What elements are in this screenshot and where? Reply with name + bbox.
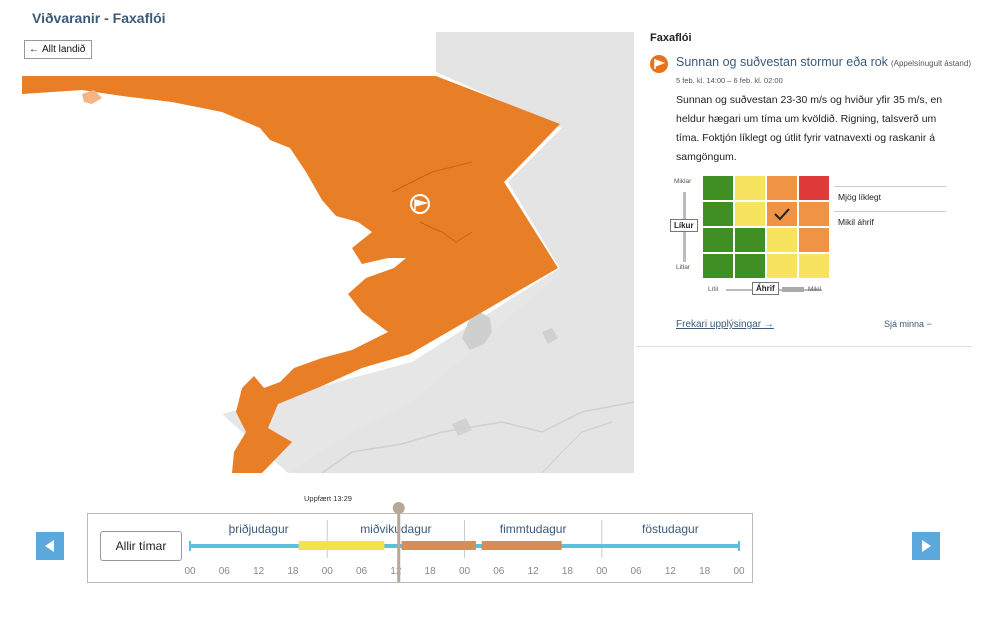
likelihood-label: Líkur	[670, 219, 698, 232]
likelihood-high-label: Miklar	[674, 178, 692, 185]
lake-3	[452, 418, 472, 436]
lake	[462, 312, 492, 350]
matrix-cell	[734, 227, 766, 253]
map-svg	[22, 32, 634, 473]
matrix-cell	[766, 175, 798, 201]
triangle-right-icon	[922, 540, 931, 552]
hour-tick-label: 12	[528, 566, 540, 577]
hour-tick-label: 00	[596, 566, 608, 577]
triangle-left-icon	[45, 540, 54, 552]
matrix-cell	[702, 175, 734, 201]
matrix-cell	[798, 175, 830, 201]
hour-tick-label: 06	[356, 566, 368, 577]
day-label: miðvikudagur	[360, 522, 431, 536]
lake-2	[542, 328, 558, 344]
matrix-cell	[798, 227, 830, 253]
river	[321, 401, 634, 473]
warning-level: (Appelsínugult ástand)	[890, 59, 971, 68]
matrix-cell	[702, 253, 734, 279]
likelihood-low-label: Litlar	[676, 264, 691, 271]
hour-tick-label: 12	[253, 566, 265, 577]
warning-time: 5 feb. kl. 14:00 – 6 feb. kl. 02:00	[676, 76, 783, 85]
selected-impact: Mikil áhrif	[834, 211, 946, 227]
hour-tick-label: 12	[390, 566, 402, 577]
yellow-warning-segment	[298, 541, 385, 550]
timeline-track[interactable]: þriðjudagur miðvikudagur fimmtudagur föstud…	[88, 502, 752, 582]
arrow-left-icon: ←	[29, 44, 39, 55]
region-name: Faxaflói	[650, 32, 692, 44]
land-east	[288, 32, 634, 473]
warning-title: Sunnan og suðvestan stormur eða rok	[676, 55, 888, 69]
warning-title-row[interactable]: Sunnan og suðvestan stormur eða rok (Appe…	[676, 55, 972, 69]
risk-matrix: Miklar Líkur Litlar Mjög líklegt Mikil á…	[670, 174, 950, 304]
matrix-cell	[702, 201, 734, 227]
hour-tick-label: 00	[459, 566, 471, 577]
hour-tick-label: 06	[493, 566, 505, 577]
orange-warning-segment	[401, 541, 476, 550]
checkmark-icon	[774, 208, 790, 221]
matrix-cell	[734, 175, 766, 201]
all-times-button[interactable]: Allir tímar	[100, 531, 182, 561]
back-to-country-button[interactable]: ← Allt landið	[24, 40, 93, 59]
matrix-cell	[766, 201, 798, 227]
hour-tick-label: 18	[699, 566, 711, 577]
white-inlet	[82, 90, 102, 104]
next-button[interactable]	[912, 532, 940, 560]
hour-tick-label: 00	[184, 566, 196, 577]
warning-panel: Faxaflói Sunnan og suðvestan stormur eða…	[636, 24, 972, 347]
day-label: fimmtudagur	[500, 522, 567, 536]
minus-icon: −	[926, 319, 932, 329]
matrix-grid	[702, 175, 830, 279]
hour-tick-label: 18	[562, 566, 574, 577]
matrix-cell	[798, 253, 830, 279]
river-2	[541, 421, 613, 473]
page-title: Viðvaranir - Faxaflói	[32, 10, 166, 26]
orange-warning-segment	[481, 541, 562, 550]
more-info-label: Frekari upplýsingar	[676, 319, 762, 330]
hour-tick-label: 18	[287, 566, 299, 577]
hour-tick-label: 12	[665, 566, 677, 577]
warning-map[interactable]	[22, 32, 634, 473]
hour-tick-label: 18	[425, 566, 437, 577]
more-info-link[interactable]: Frekari upplýsingar →	[676, 319, 774, 330]
impact-axis-marker	[782, 287, 804, 292]
back-button-label: Allt landið	[42, 44, 86, 55]
hour-tick-label: 06	[631, 566, 643, 577]
impact-low-label: Lítil	[708, 286, 719, 293]
warning-text: Sunnan og suðvestan 23-30 m/s og hviður …	[676, 94, 943, 163]
matrix-cell	[734, 201, 766, 227]
matrix-cell	[766, 227, 798, 253]
updated-time: Uppfært 13:29	[304, 494, 352, 503]
previous-button[interactable]	[36, 532, 64, 560]
matrix-cell	[734, 253, 766, 279]
timeline[interactable]: Allir tímar þriðjudagur miðvikudagur fimmt…	[87, 502, 753, 583]
arrow-right-icon: →	[763, 319, 774, 330]
see-less-button[interactable]: Sjá minna −	[884, 319, 932, 329]
see-less-label: Sjá minna	[884, 319, 925, 329]
day-label: föstudagur	[642, 522, 699, 536]
impact-label: Áhrif	[752, 282, 779, 295]
matrix-cell	[798, 201, 830, 227]
current-time-handle	[392, 502, 405, 514]
impact-high-label: Mikil	[808, 286, 821, 293]
hour-tick-label: 00	[733, 566, 745, 577]
day-label: þriðjudagur	[229, 522, 289, 536]
wind-warning-icon	[650, 55, 668, 73]
hour-tick-label: 00	[322, 566, 334, 577]
matrix-cell	[702, 227, 734, 253]
matrix-cell	[766, 253, 798, 279]
region-river	[391, 161, 473, 243]
selected-likelihood: Mjög líklegt	[834, 186, 946, 202]
hour-tick-label: 06	[219, 566, 231, 577]
